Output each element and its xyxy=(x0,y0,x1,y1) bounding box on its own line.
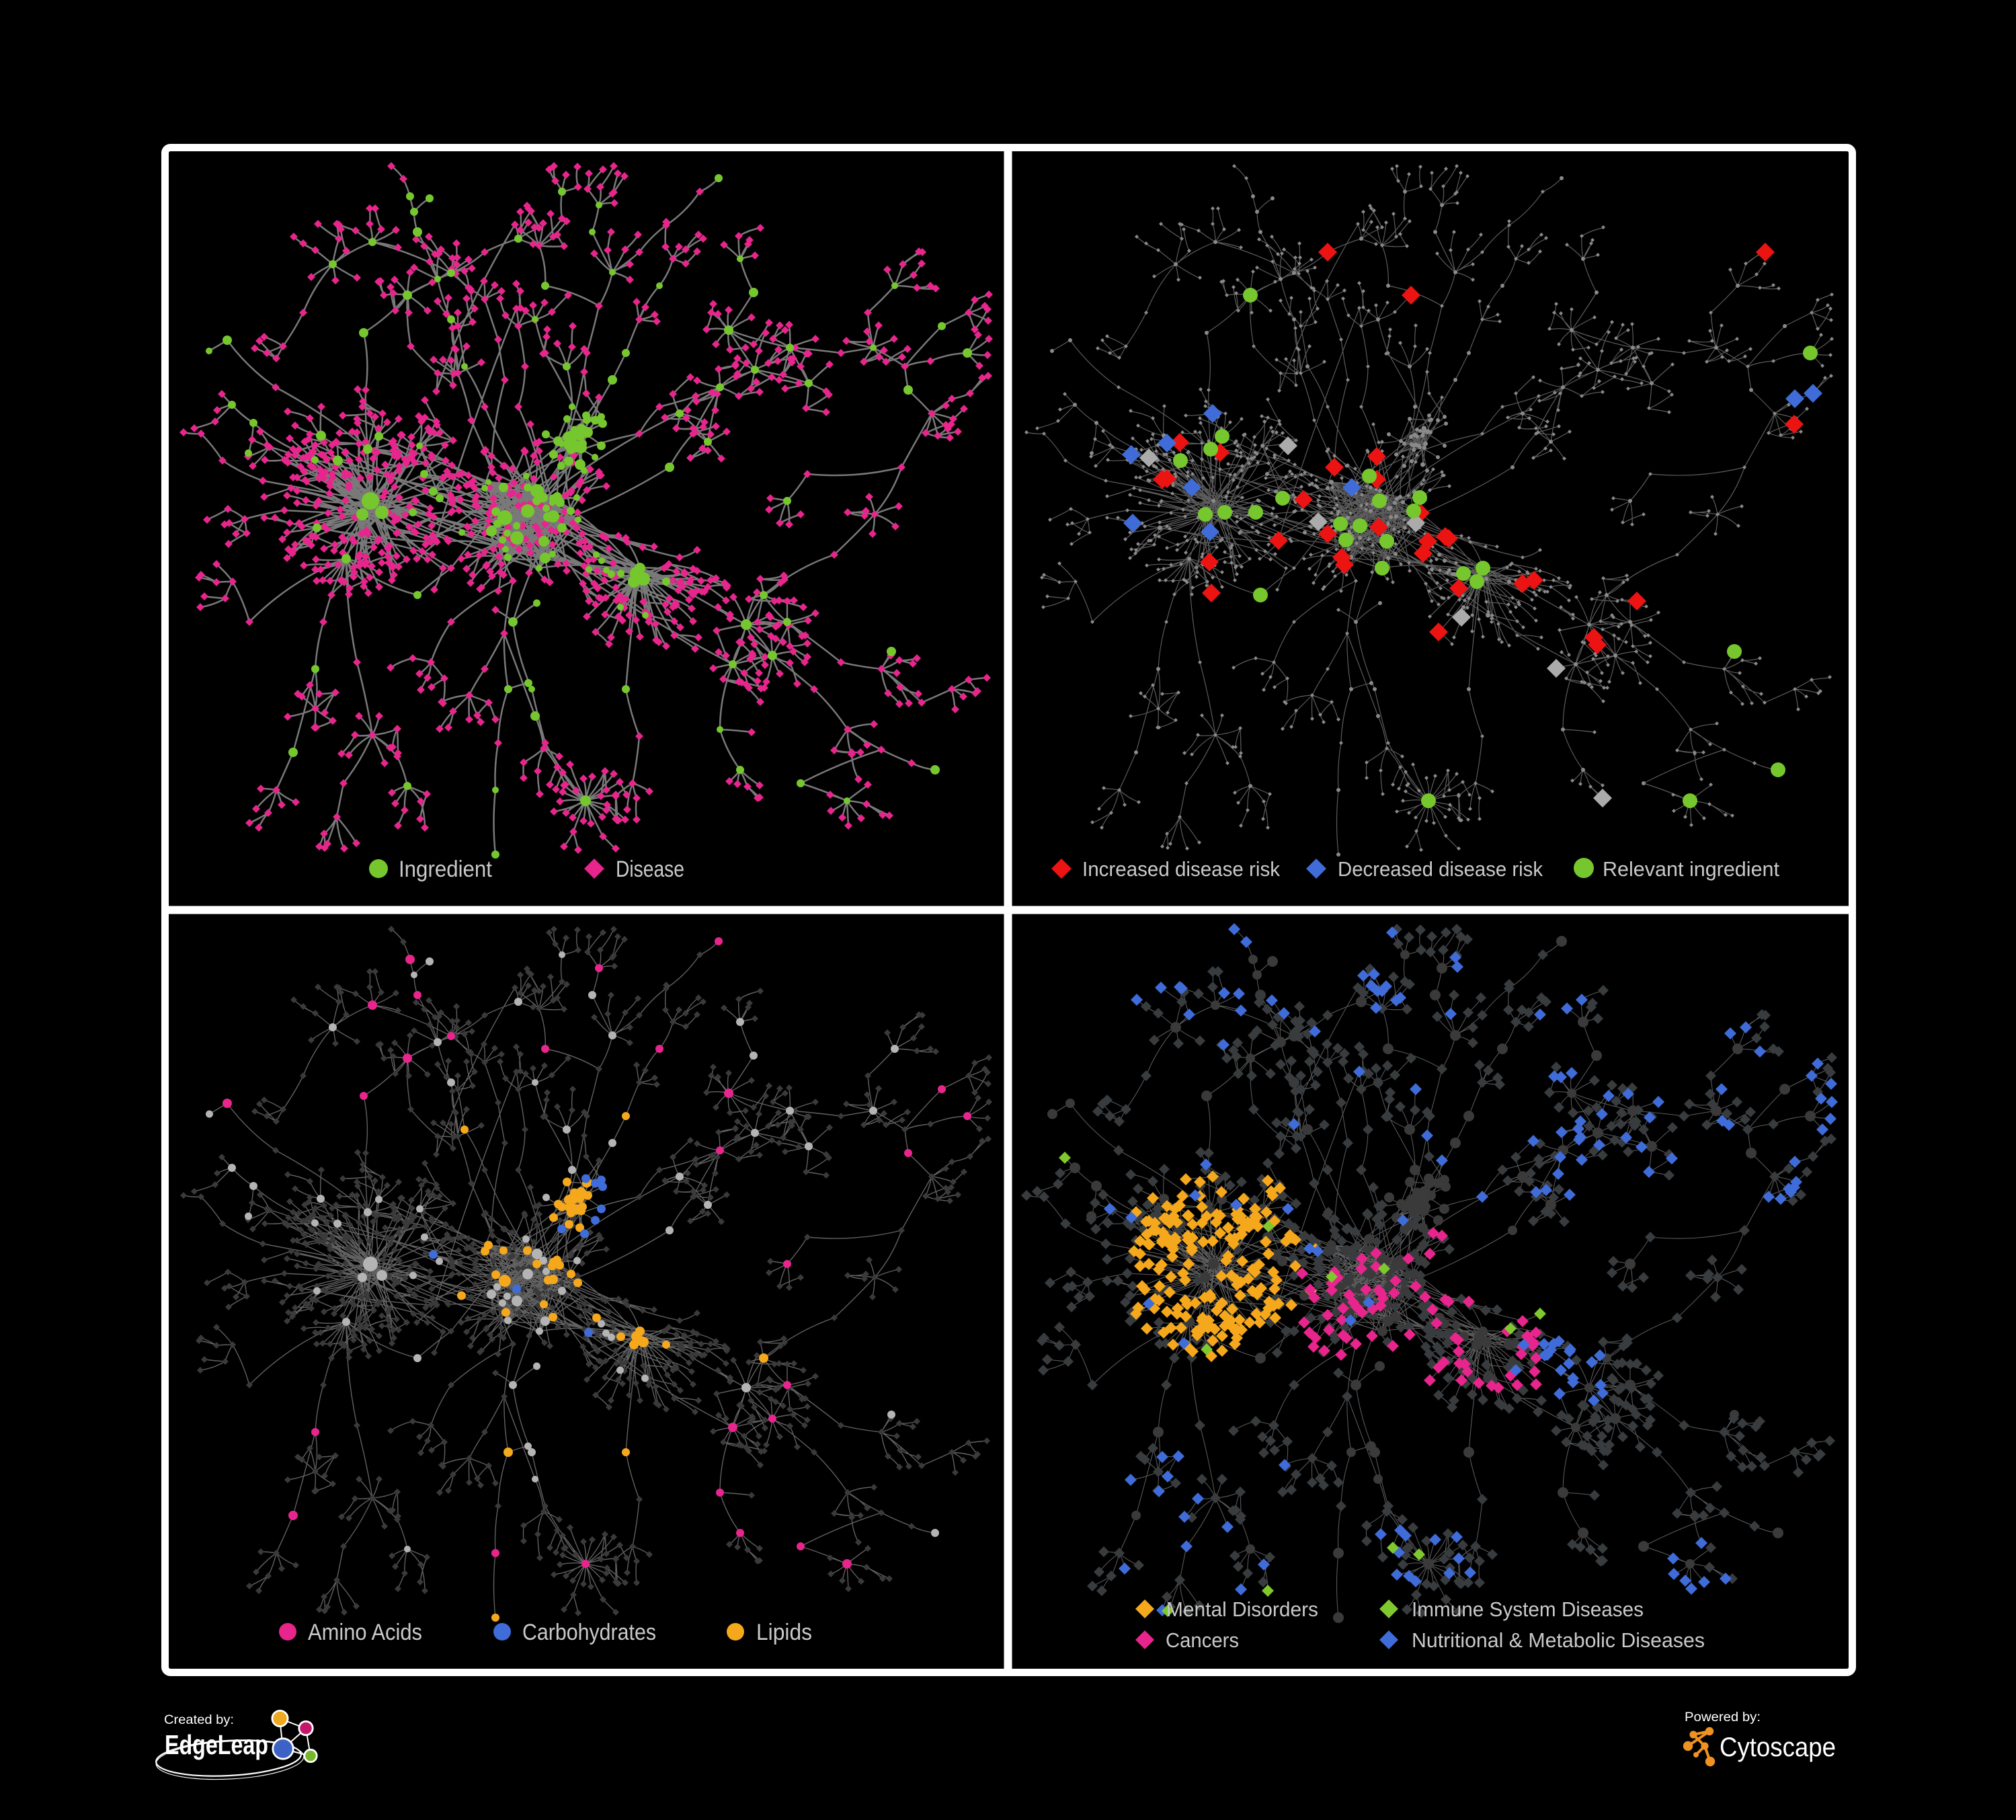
svg-text:Carbohydrates: Carbohydrates xyxy=(522,1620,656,1645)
svg-text:Created by:: Created by: xyxy=(164,1712,234,1727)
svg-text:Decreased disease risk: Decreased disease risk xyxy=(1338,857,1543,881)
svg-text:Ingredient: Ingredient xyxy=(399,857,492,882)
svg-text:Increased disease risk: Increased disease risk xyxy=(1082,857,1280,881)
svg-text:Mental Disorders: Mental Disorders xyxy=(1166,1597,1318,1621)
svg-text:Lipids: Lipids xyxy=(756,1620,812,1645)
svg-text:EdgeLeap: EdgeLeap xyxy=(165,1729,268,1760)
svg-text:Cancers: Cancers xyxy=(1166,1628,1239,1652)
svg-text:Amino Acids: Amino Acids xyxy=(308,1620,422,1645)
svg-text:Relevant ingredient: Relevant ingredient xyxy=(1603,857,1779,881)
svg-text:Cytoscape: Cytoscape xyxy=(1720,1733,1836,1762)
svg-text:Disease: Disease xyxy=(616,857,684,882)
svg-text:Powered by:: Powered by: xyxy=(1685,1710,1761,1725)
svg-text:Nutritional & Metabolic Diseas: Nutritional & Metabolic Diseases xyxy=(1412,1628,1705,1652)
svg-text:Immune System Diseases: Immune System Diseases xyxy=(1412,1597,1644,1621)
